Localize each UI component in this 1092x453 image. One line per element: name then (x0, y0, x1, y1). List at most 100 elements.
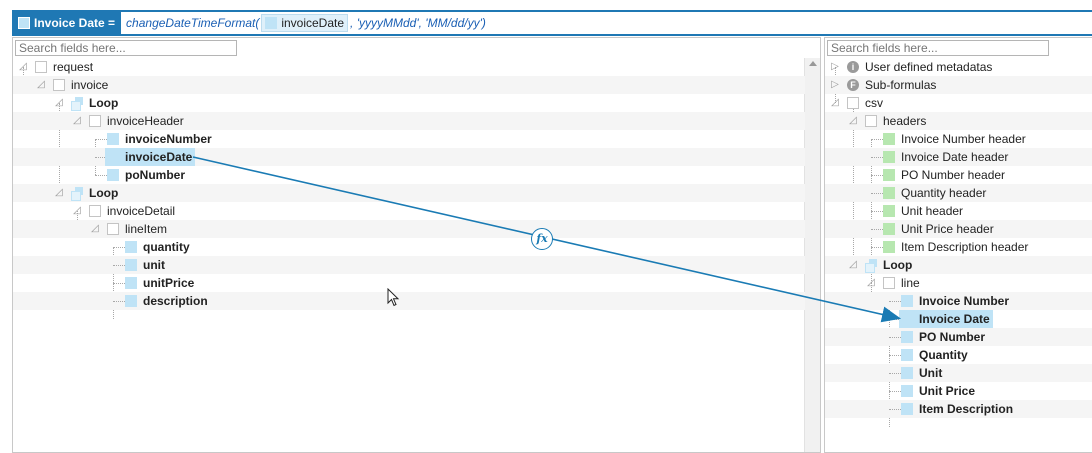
tree-node-invoiceheader[interactable]: invoiceHeader (87, 112, 187, 130)
element-icon (35, 61, 47, 73)
tree-node-po-number[interactable]: PO Number (899, 328, 988, 346)
tree-node-invoicedate[interactable]: invoiceDate (105, 148, 196, 166)
tree-node-invoice[interactable]: invoice (51, 76, 111, 94)
node-label: quantity (143, 240, 190, 254)
tree-row: Unit header (825, 202, 1092, 220)
formula-expression[interactable]: changeDateTimeFormat( invoiceDate , 'yyy… (121, 14, 486, 32)
node-label: invoiceHeader (107, 114, 184, 128)
loop-icon (865, 259, 877, 273)
field-icon (901, 331, 913, 343)
collapse-icon[interactable]: ◿ (19, 61, 27, 72)
loop-icon (71, 187, 83, 201)
tree-node-ponumber[interactable]: poNumber (105, 166, 188, 184)
element-icon (89, 115, 101, 127)
tree-row: Invoice Number (825, 292, 1092, 310)
tree-node-loop[interactable]: Loop (69, 94, 121, 112)
collapse-icon[interactable]: ◿ (55, 187, 63, 198)
tree-row: ◿ csv (825, 94, 1092, 112)
tree-row: ◿ invoice (13, 76, 805, 94)
node-label: Item Description header (901, 240, 1029, 254)
tree-node-unit-price-header[interactable]: Unit Price header (881, 220, 997, 238)
tree-node-csv[interactable]: csv (845, 94, 886, 112)
tree-node-unit[interactable]: Unit (899, 364, 945, 382)
element-icon (89, 205, 101, 217)
tree-node-invoice-date[interactable]: Invoice Date (899, 310, 993, 328)
tree-node-unit[interactable]: unit (123, 256, 168, 274)
collapse-icon[interactable]: ◿ (55, 97, 63, 108)
tree-row: ◿ Loop (13, 184, 805, 202)
node-label: description (143, 294, 208, 308)
tree-node-description[interactable]: description (123, 292, 211, 310)
tree-node-invoice-number[interactable]: Invoice Number (899, 292, 1012, 310)
field-icon (265, 17, 278, 29)
header-field-icon (883, 151, 895, 163)
tree-row: Unit (825, 364, 1092, 382)
formula-token-label: invoiceDate (281, 16, 345, 30)
tree-row: Invoice Date header (825, 148, 1092, 166)
scroll-up-icon[interactable] (809, 61, 817, 66)
tree-row: Item Description header (825, 238, 1092, 256)
tree-node-sub-formulas[interactable]: F Sub-formulas (845, 76, 939, 94)
tree-node-headers[interactable]: headers (863, 112, 929, 130)
tree-row: invoiceNumber (13, 130, 805, 148)
collapse-icon[interactable]: ◿ (73, 205, 81, 216)
field-icon (107, 169, 119, 181)
tree-row: Quantity (825, 346, 1092, 364)
node-label: Sub-formulas (865, 78, 937, 92)
collapse-icon[interactable]: ◿ (849, 259, 857, 270)
tree-node-quantity-header[interactable]: Quantity header (881, 184, 989, 202)
tree-row: quantity (13, 238, 805, 256)
collapse-icon[interactable]: ◿ (73, 115, 81, 126)
tree-node-invoicedetail[interactable]: invoiceDetail (87, 202, 178, 220)
tree-node-item-description[interactable]: Item Description (899, 400, 1016, 418)
expand-icon[interactable]: ▷ (831, 61, 839, 72)
tree-node-quantity[interactable]: Quantity (899, 346, 971, 364)
target-search-input[interactable] (827, 40, 1049, 56)
source-search-input[interactable] (15, 40, 237, 56)
node-label: Loop (883, 258, 913, 272)
formula-token[interactable]: invoiceDate (261, 14, 349, 32)
node-label: Quantity (919, 348, 968, 362)
tree-row: PO Number (825, 328, 1092, 346)
mouse-cursor-icon (387, 288, 400, 307)
collapse-icon[interactable]: ◿ (37, 79, 45, 90)
tree-node-invoice-date-header[interactable]: Invoice Date header (881, 148, 1011, 166)
node-label: poNumber (125, 168, 185, 182)
tree-node-unit-header[interactable]: Unit header (881, 202, 966, 220)
fx-function-icon[interactable]: fx (531, 228, 553, 250)
field-icon (125, 241, 137, 253)
tree-row: Unit Price header (825, 220, 1092, 238)
collapse-icon[interactable]: ◿ (831, 97, 839, 108)
tree-row: description (13, 292, 805, 310)
tree-node-line[interactable]: line (881, 274, 923, 292)
collapse-icon[interactable]: ◿ (91, 223, 99, 234)
header-field-icon (883, 187, 895, 199)
node-label: line (901, 276, 920, 290)
expand-icon[interactable]: ▷ (831, 79, 839, 90)
node-label: Invoice Date header (901, 150, 1009, 164)
element-icon (847, 97, 859, 109)
tree-node-item-description-header[interactable]: Item Description header (881, 238, 1031, 256)
tree-node-invoicenumber[interactable]: invoiceNumber (105, 130, 215, 148)
tree-node-loop[interactable]: Loop (863, 256, 915, 274)
tree-node-quantity[interactable]: quantity (123, 238, 193, 256)
tree-node-user-defined-metadatas[interactable]: i User defined metadatas (845, 58, 995, 76)
formula-bar[interactable]: Invoice Date = changeDateTimeFormat( inv… (12, 10, 1092, 36)
tree-node-loop[interactable]: Loop (69, 184, 121, 202)
tree-node-unit-price[interactable]: Unit Price (899, 382, 978, 400)
node-label: csv (865, 96, 883, 110)
tree-row: poNumber (13, 166, 805, 184)
tree-node-unitprice[interactable]: unitPrice (123, 274, 197, 292)
tree-node-invoice-number-header[interactable]: Invoice Number header (881, 130, 1029, 148)
collapse-icon[interactable]: ◿ (849, 115, 857, 126)
tree-node-po-number-header[interactable]: PO Number header (881, 166, 1008, 184)
loop-icon (71, 97, 83, 111)
collapse-icon[interactable]: ◿ (867, 277, 875, 288)
node-label: invoiceDate (125, 150, 193, 164)
tree-row: Invoice Date (825, 310, 1092, 328)
tree-row: ◿ line (825, 274, 1092, 292)
tree-node-lineitem[interactable]: lineItem (105, 220, 170, 238)
tree-node-request[interactable]: request (33, 58, 96, 76)
tree-row: PO Number header (825, 166, 1092, 184)
field-icon (107, 133, 119, 145)
